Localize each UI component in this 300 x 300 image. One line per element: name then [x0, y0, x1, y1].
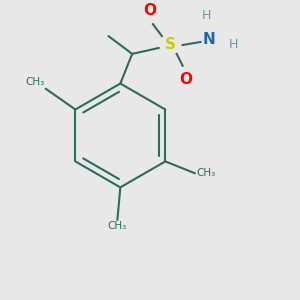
Text: O: O — [143, 3, 157, 18]
Text: H: H — [228, 38, 238, 52]
Text: CH₃: CH₃ — [108, 221, 127, 232]
Text: S: S — [165, 38, 176, 52]
Text: N: N — [203, 32, 216, 46]
Text: H: H — [202, 9, 211, 22]
Text: CH₃: CH₃ — [196, 168, 216, 178]
Text: O: O — [179, 72, 192, 87]
Text: CH₃: CH₃ — [25, 77, 44, 87]
